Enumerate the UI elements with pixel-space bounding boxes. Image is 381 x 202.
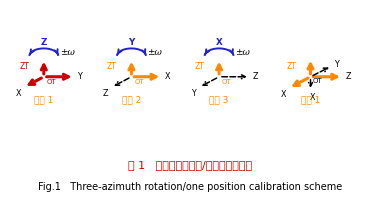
Text: Y: Y — [191, 88, 196, 98]
Text: ±ω: ±ω — [235, 48, 250, 57]
Text: 方位 2: 方位 2 — [122, 95, 141, 104]
Text: Z: Z — [346, 72, 351, 81]
Text: X: X — [15, 88, 21, 98]
Text: ZT: ZT — [107, 62, 117, 71]
Text: X: X — [280, 89, 286, 99]
Text: ZT: ZT — [286, 62, 296, 71]
Text: ±ω: ±ω — [147, 48, 162, 57]
Text: OT: OT — [312, 78, 322, 84]
Text: 方位 3: 方位 3 — [210, 95, 229, 104]
Text: Y: Y — [128, 38, 134, 47]
Text: OT: OT — [134, 79, 144, 85]
Text: OT: OT — [222, 79, 232, 85]
Text: ±ω: ±ω — [60, 48, 75, 57]
Text: 方位 1: 方位 1 — [34, 95, 53, 104]
Text: 图 1   三方位正反速率/一位置标定方案: 图 1 三方位正反速率/一位置标定方案 — [128, 160, 253, 170]
Text: X: X — [310, 93, 315, 102]
Text: Fig.1   Three-azimuth rotation/one position calibration scheme: Fig.1 Three-azimuth rotation/one positio… — [38, 182, 343, 192]
Text: ZT: ZT — [19, 62, 29, 71]
Text: Y: Y — [77, 72, 82, 81]
Text: OT: OT — [47, 79, 56, 85]
Text: ZT: ZT — [195, 62, 205, 71]
Text: X: X — [216, 38, 223, 47]
Text: Z: Z — [103, 88, 109, 98]
Text: Z: Z — [41, 38, 47, 47]
Text: Z: Z — [253, 72, 258, 81]
Text: 位置 1: 位置 1 — [301, 95, 320, 104]
Text: Y: Y — [334, 60, 339, 69]
Text: X: X — [165, 72, 171, 81]
